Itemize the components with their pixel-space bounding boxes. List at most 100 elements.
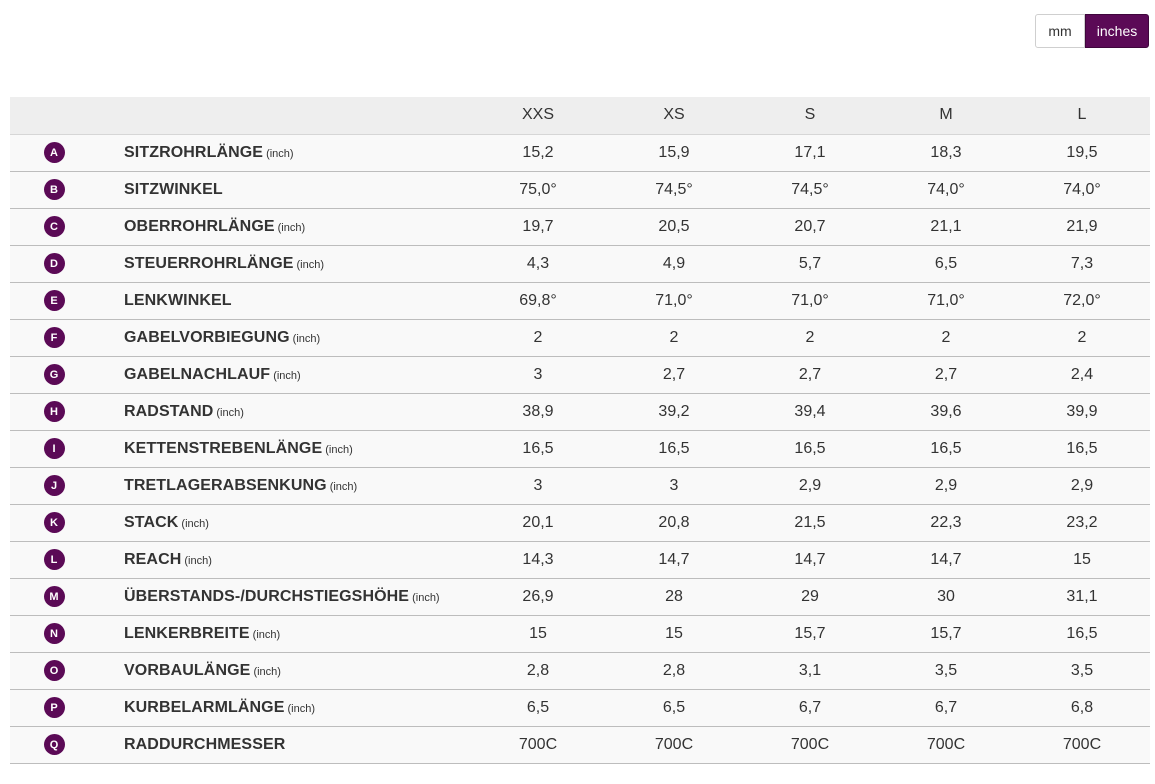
badge-cell: N: [10, 615, 110, 653]
badge-cell: J: [10, 467, 110, 505]
measurement-label: REACH: [124, 550, 182, 568]
measurement-value: 3: [470, 356, 606, 394]
measurement-value: 20,5: [606, 208, 742, 246]
measurement-value: 2,7: [742, 356, 878, 394]
measurement-label-cell: ÜBERSTANDS-/DURCHSTIEGSHÖHE (inch): [110, 578, 470, 616]
measurement-letter-badge: L: [43, 549, 65, 570]
measurement-value: 74,5°: [606, 171, 742, 209]
table-row: P KURBELARMLÄNGE (inch) 6,5 6,5 6,7 6,7 6,8: [10, 689, 1150, 727]
measurement-value: 4,9: [606, 245, 742, 283]
measurement-value: 2: [606, 319, 742, 357]
measurement-value: 700C: [1014, 726, 1150, 764]
measurement-unit: (inch): [412, 591, 440, 604]
measurement-label: KURBELARMLÄNGE: [124, 698, 285, 716]
measurement-letter-badge: N: [43, 623, 65, 644]
measurement-value: 71,0°: [878, 282, 1014, 320]
unit-mm-button[interactable]: mm: [1035, 14, 1085, 48]
measurement-value: 19,7: [470, 208, 606, 246]
measurement-letter-badge: D: [43, 253, 65, 274]
measurement-value: 6,7: [878, 689, 1014, 727]
measurement-unit: (inch): [184, 554, 212, 567]
measurement-value: 31,1: [1014, 578, 1150, 616]
measurement-value: 17,1: [742, 134, 878, 172]
measurement-value: 700C: [470, 726, 606, 764]
measurement-value: 15,7: [742, 615, 878, 653]
measurement-value: 16,5: [470, 430, 606, 468]
badge-cell: O: [10, 652, 110, 690]
badge-cell: G: [10, 356, 110, 394]
measurement-unit: (inch): [273, 369, 301, 382]
geometry-table: XXS XS S M L A SITZROHRLÄNGE (inch) 15,2 15,…: [10, 97, 1150, 764]
badge-cell: P: [10, 689, 110, 727]
measurement-label: SITZWINKEL: [124, 180, 223, 198]
measurement-value: 71,0°: [606, 282, 742, 320]
measurement-value: 15: [1014, 541, 1150, 579]
measurement-label: OBERROHRLÄNGE: [124, 217, 275, 235]
badge-cell: A: [10, 134, 110, 172]
measurement-value: 14,7: [742, 541, 878, 579]
measurement-unit: (inch): [325, 443, 353, 456]
size-header: S: [742, 97, 878, 135]
measurement-value: 39,6: [878, 393, 1014, 431]
table-row: I KETTENSTREBENLÄNGE (inch) 16,5 16,5 16,5 16,…: [10, 430, 1150, 468]
measurement-value: 39,4: [742, 393, 878, 431]
measurement-unit: (inch): [266, 147, 294, 160]
measurement-value: 39,2: [606, 393, 742, 431]
measurement-letter-badge: O: [43, 660, 65, 681]
measurement-value: 3,1: [742, 652, 878, 690]
measurement-value: 700C: [606, 726, 742, 764]
measurement-label-cell: LENKERBREITE (inch): [110, 615, 470, 653]
measurement-value: 6,7: [742, 689, 878, 727]
measurement-letter-badge: B: [43, 179, 65, 200]
measurement-label-cell: KURBELARMLÄNGE (inch): [110, 689, 470, 727]
measurement-value: 6,5: [606, 689, 742, 727]
measurement-value: 21,5: [742, 504, 878, 542]
table-header-row: XXS XS S M L: [10, 97, 1150, 135]
measurement-label-cell: SITZWINKEL: [110, 171, 470, 209]
table-row: L REACH (inch) 14,3 14,7 14,7 14,7 15: [10, 541, 1150, 579]
measurement-value: 700C: [742, 726, 878, 764]
measurement-label: TRETLAGERABSENKUNG: [124, 476, 327, 494]
measurement-label: LENKERBREITE: [124, 624, 250, 642]
measurement-letter-badge: A: [43, 142, 65, 163]
measurement-value: 19,5: [1014, 134, 1150, 172]
measurement-value: 69,8°: [470, 282, 606, 320]
badge-cell: M: [10, 578, 110, 616]
measurement-unit: (inch): [181, 517, 209, 530]
measurement-letter-badge: E: [43, 290, 65, 311]
measurement-label-cell: LENKWINKEL: [110, 282, 470, 320]
measurement-value: 6,5: [878, 245, 1014, 283]
measurement-unit: (inch): [329, 480, 358, 493]
measurement-value: 71,0°: [742, 282, 878, 320]
measurement-label: KETTENSTREBENLÄNGE: [124, 439, 323, 457]
measurement-value: 3: [606, 467, 742, 505]
measurement-letter-badge: F: [43, 327, 65, 348]
measurement-unit: (inch): [277, 221, 306, 234]
measurement-value: 15,9: [606, 134, 742, 172]
measurement-value: 74,0°: [1014, 171, 1150, 209]
measurement-value: 15,7: [878, 615, 1014, 653]
measurement-value: 30: [878, 578, 1014, 616]
measurement-value: 2,9: [878, 467, 1014, 505]
measurement-value: 2: [878, 319, 1014, 357]
measurement-label-cell: STACK (inch): [110, 504, 470, 542]
measurement-value: 14,7: [606, 541, 742, 579]
measurement-label-cell: GABELNACHLAUF (inch): [110, 356, 470, 394]
table-row: F GABELVORBIEGUNG (inch) 2 2 2 2 2: [10, 319, 1150, 357]
measurement-value: 29: [742, 578, 878, 616]
badge-cell: C: [10, 208, 110, 246]
measurement-value: 16,5: [1014, 430, 1150, 468]
measurement-label: ÜBERSTANDS-/DURCHSTIEGSHÖHE: [124, 587, 410, 605]
measurement-unit: (inch): [253, 665, 281, 678]
header-empty-label: [110, 97, 470, 135]
size-header: M: [878, 97, 1014, 135]
unit-inches-button[interactable]: inches: [1085, 14, 1149, 48]
measurement-value: 26,9: [470, 578, 606, 616]
measurement-letter-badge: K: [43, 512, 65, 533]
measurement-unit: (inch): [296, 258, 325, 271]
table-row: O VORBAULÄNGE (inch) 2,8 2,8 3,1 3,5 3,5: [10, 652, 1150, 690]
measurement-value: 2: [1014, 319, 1150, 357]
measurement-value: 16,5: [742, 430, 878, 468]
measurement-value: 2,8: [470, 652, 606, 690]
table-row: A SITZROHRLÄNGE (inch) 15,2 15,9 17,1 18,3 19,5: [10, 134, 1150, 172]
